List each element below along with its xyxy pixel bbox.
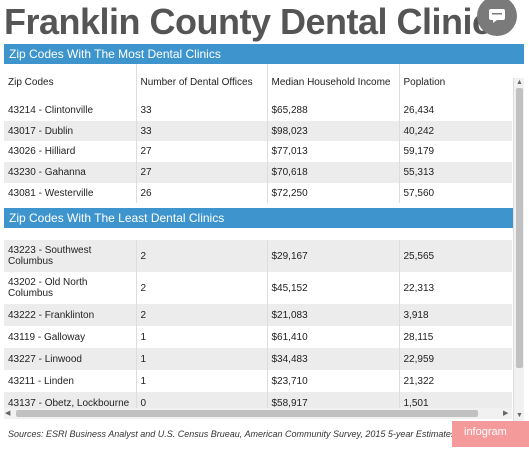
least-clinics-header: Zip Codes With The Least Dental Clinics (4, 208, 524, 228)
scroll-left-icon[interactable]: ◀ (5, 410, 11, 417)
table-cell: 59,179 (403, 146, 435, 158)
table-cell: 1,501 (403, 397, 429, 409)
table-row: 43081 - Westerville 26 $72,250 57,560 (4, 182, 512, 204)
column-header: Number of Dental Offices (136, 64, 268, 100)
table-cell: 26 (136, 182, 268, 204)
table-cell: 43017 - Dublin (4, 120, 137, 142)
table-cell: 1 (136, 326, 268, 348)
table-cell: 43222 - Franklinton (4, 304, 137, 326)
infogram-badge[interactable]: infogram (452, 421, 529, 447)
table-cell: $29,167 (267, 240, 400, 272)
vertical-scroll-thumb[interactable] (516, 88, 523, 368)
table-cell: $34,483 (267, 348, 400, 370)
scroll-down-icon[interactable]: ▼ (516, 412, 523, 419)
scroll-right-icon[interactable]: ▶ (503, 410, 509, 417)
table-cell: 43081 - Westerville (4, 182, 137, 204)
table-cell: 43214 - Clintonville (4, 100, 137, 121)
table-cell: 21,322 (403, 375, 435, 387)
column-header: Poplation (403, 76, 446, 88)
table-cell: 43119 - Galloway (4, 326, 137, 348)
page-title: Franklin County Dental Clinics (4, 1, 512, 42)
table-cell: 43223 - Southwest Columbus (4, 240, 137, 272)
table-cell: 43211 - Linden (4, 370, 137, 392)
table-cell: 43227 - Linwood (4, 348, 137, 370)
table-cell: 2 (136, 272, 268, 304)
table-cell: $23,710 (267, 370, 400, 392)
comment-button[interactable] (477, 0, 517, 36)
table-cell: 1 (136, 370, 268, 392)
table-cell: 2 (136, 240, 268, 272)
table-header-row: Zip Codes Number of Dental Offices Media… (4, 64, 512, 100)
table-cell: 3,918 (403, 309, 429, 321)
table-cell: $45,152 (267, 272, 400, 304)
table-row: 43223 - Southwest Columbus 2 $29,167 25,… (4, 240, 512, 272)
table-row: 43017 - Dublin 33 $98,023 40,242 (4, 120, 512, 142)
table-cell: 25,565 (403, 250, 435, 262)
table-cell: 22,313 (403, 282, 435, 294)
table-row: 43230 - Gahanna 27 $70,618 55,313 (4, 162, 512, 183)
table-cell: 43230 - Gahanna (4, 162, 137, 183)
table-cell: 27 (136, 141, 268, 163)
comment-icon (489, 9, 505, 23)
column-header: Median Household Income (267, 64, 400, 100)
table-cell: 26,434 (403, 104, 435, 116)
table-cell: $65,288 (267, 100, 400, 121)
table-cell: $70,618 (267, 162, 400, 183)
least-clinics-table: 43223 - Southwest Columbus 2 $29,167 25,… (4, 240, 512, 414)
table-row: 43026 - Hilliard 27 $77,013 59,179 (4, 141, 512, 163)
table-row: 43202 - Old North Columbus 2 $45,152 22,… (4, 272, 512, 304)
table-cell: 28,115 (403, 331, 434, 343)
table-row: 43119 - Galloway 1 $61,410 28,115 (4, 326, 512, 348)
table-row: 43214 - Clintonville 33 $65,288 26,434 (4, 100, 512, 121)
column-header: Zip Codes (4, 64, 137, 100)
table-cell: $21,083 (267, 304, 400, 326)
table-row: 43227 - Linwood 1 $34,483 22,959 (4, 348, 512, 370)
horizontal-scroll-thumb[interactable] (16, 410, 478, 417)
table-cell: $72,250 (267, 182, 400, 204)
scroll-up-icon[interactable]: ▲ (516, 79, 523, 86)
table-cell: 22,959 (403, 353, 435, 365)
table-row: 43211 - Linden 1 $23,710 21,322 (4, 370, 512, 392)
table-cell: 57,560 (403, 187, 435, 199)
most-clinics-table: Zip Codes Number of Dental Offices Media… (4, 64, 512, 204)
table-cell: 40,242 (403, 125, 435, 137)
table-row: 43222 - Franklinton 2 $21,083 3,918 (4, 304, 512, 326)
most-clinics-header: Zip Codes With The Most Dental Clinics (4, 44, 524, 64)
table-cell: $61,410 (267, 326, 400, 348)
table-cell: 33 (136, 120, 268, 142)
table-cell: $77,013 (267, 141, 400, 163)
source-note: Sources: ESRI Business Analyst and U.S. … (8, 429, 456, 439)
table-viewport[interactable]: Zip Codes With The Most Dental Clinics Z… (4, 44, 524, 422)
table-cell: 1 (136, 348, 268, 370)
table-cell: 27 (136, 162, 268, 183)
horizontal-scrollbar[interactable]: ◀ ▶ (4, 408, 512, 419)
table-cell: $98,023 (267, 120, 400, 142)
table-cell: 55,313 (403, 166, 435, 178)
table-cell: 43026 - Hilliard (4, 141, 137, 163)
vertical-scrollbar[interactable]: ▲ ▼ (513, 78, 524, 422)
table-cell: 43202 - Old North Columbus (4, 272, 137, 304)
table-cell: 2 (136, 304, 268, 326)
table-cell: 33 (136, 100, 268, 121)
